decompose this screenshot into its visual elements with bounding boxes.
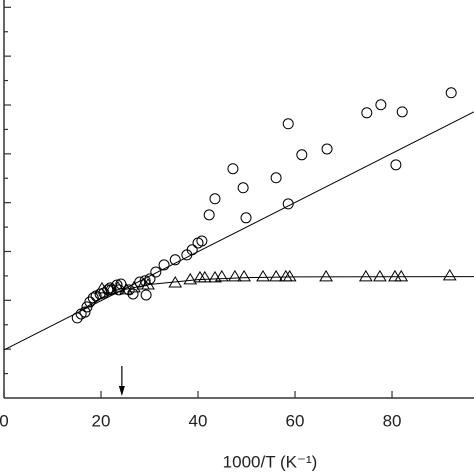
- circle-point: [390, 159, 402, 171]
- circle-point: [227, 163, 239, 175]
- circle-point: [150, 266, 162, 278]
- triangle-point: [442, 268, 457, 281]
- triangle-point: [183, 272, 198, 285]
- circle-point: [237, 182, 249, 194]
- arrow-head: [118, 386, 125, 396]
- x-axis-label: 1000/T (K⁻¹): [223, 452, 318, 471]
- triangle-point: [319, 269, 333, 282]
- circle-point: [169, 254, 181, 266]
- circle-point: [270, 172, 282, 184]
- triangle-point: [269, 269, 283, 282]
- triangle-point: [95, 281, 109, 294]
- fit-line: [3, 111, 474, 351]
- x-tick-label: 60: [286, 411, 305, 430]
- fit-line: [81, 276, 474, 311]
- circle-point: [396, 106, 408, 118]
- x-tick-label: 20: [92, 411, 111, 430]
- circle-point: [361, 107, 373, 119]
- circle-point: [445, 87, 457, 99]
- circle-point: [375, 99, 387, 111]
- triangle-point: [373, 269, 387, 282]
- x-tick-label: 80: [383, 411, 402, 430]
- circle-point: [79, 306, 91, 318]
- circle-point: [240, 212, 252, 224]
- triangle-point: [227, 269, 242, 282]
- triangle-point: [237, 269, 251, 282]
- circle-point: [296, 149, 308, 161]
- triangle-point: [197, 270, 212, 283]
- x-tick-label: 40: [189, 411, 208, 430]
- circle-point: [140, 289, 152, 301]
- triangle-point: [282, 269, 297, 282]
- triangle-point: [256, 269, 270, 282]
- triangle-point: [394, 269, 409, 282]
- triangle-point: [388, 269, 402, 282]
- circle-point: [321, 143, 333, 155]
- triangle-point: [358, 269, 373, 282]
- triangle-point: [208, 270, 222, 283]
- x-tick-label: 0: [0, 411, 9, 430]
- circle-point: [203, 209, 215, 221]
- circle-point: [282, 118, 294, 130]
- circle-point: [209, 193, 221, 205]
- circle-point: [196, 235, 208, 247]
- circle-point: [158, 259, 170, 271]
- triangle-point: [214, 269, 229, 282]
